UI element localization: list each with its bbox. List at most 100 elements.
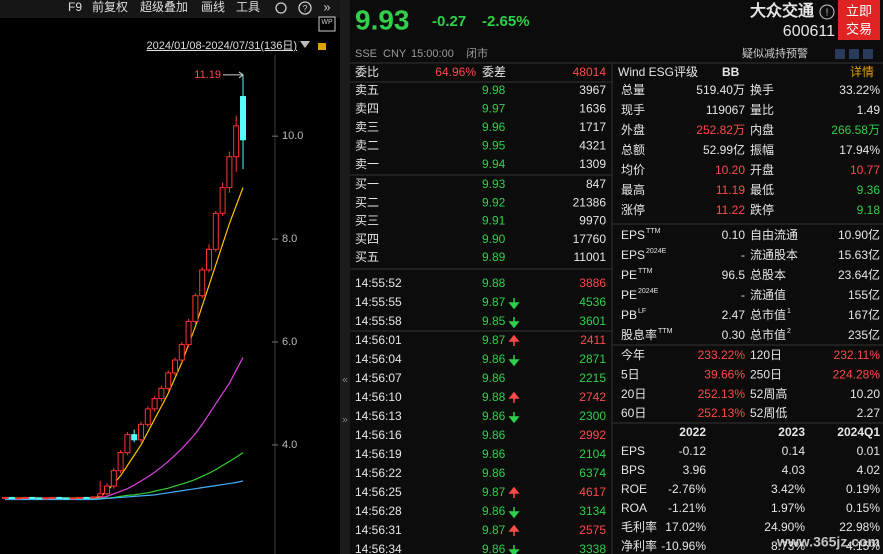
candle-body — [117, 452, 124, 472]
trade-time: 14:56:19 — [355, 447, 402, 461]
trade-price: 9.86 — [482, 352, 506, 366]
fin-value: 0.01 — [857, 444, 881, 458]
trade-volume: 2871 — [579, 352, 606, 366]
book-label: 卖四 — [355, 102, 379, 116]
book-volume: 1717 — [579, 120, 606, 134]
fin-value: 0.15% — [846, 501, 880, 515]
stat-label: 跌停 — [750, 202, 774, 217]
wp-icon-glyph: WP — [321, 19, 333, 26]
book-label: 买四 — [355, 232, 379, 246]
stat-value: 235亿 — [848, 327, 880, 342]
stat-value: 10.20 — [715, 163, 745, 177]
expand-icon[interactable]: » — [342, 415, 348, 426]
dropdown-icon[interactable] — [300, 41, 310, 48]
trade-price: 9.86 — [482, 466, 506, 480]
trade-arrow — [508, 524, 520, 536]
trade-time: 14:56:22 — [355, 466, 402, 480]
splitter[interactable] — [340, 0, 350, 554]
trade-price: 9.87 — [482, 485, 506, 499]
y-tick-label: 8.0 — [282, 233, 297, 245]
settings-icon[interactable] — [275, 2, 287, 14]
stat-label: 量比 — [750, 103, 774, 117]
trade-price: 9.87 — [482, 523, 506, 537]
moving-average — [5, 480, 244, 501]
trade-volume: 2215 — [579, 371, 606, 385]
stat-label: 均价 — [621, 163, 645, 177]
fin-value: -0.12 — [679, 444, 707, 458]
wp-icon[interactable] — [318, 16, 336, 32]
book-label: 买三 — [355, 214, 379, 228]
stat-label: 最高 — [621, 182, 645, 197]
fin-value: -1.21% — [668, 501, 706, 515]
fin-column: 2023 — [778, 425, 805, 439]
fin-value: 0.19% — [846, 482, 880, 496]
trade-arrow — [508, 298, 520, 310]
trade-price: 9.87 — [482, 333, 506, 347]
toolbar-item[interactable]: 工具 — [236, 0, 260, 14]
fin-label: 净利率 — [621, 538, 657, 553]
book-volume: 4321 — [579, 139, 606, 153]
stat-label: 总量 — [621, 83, 645, 97]
trade-volume: 2742 — [579, 390, 606, 404]
book-price: 9.94 — [482, 157, 506, 171]
trade-time: 14:56:16 — [355, 428, 402, 442]
high-marker-arrow — [238, 71, 244, 79]
more-icon[interactable]: » — [323, 0, 330, 14]
toolbar-item[interactable]: 画线 — [201, 0, 225, 14]
toolbar-item[interactable]: 超级叠加 — [140, 0, 188, 14]
book-price: 9.97 — [482, 102, 506, 116]
collapse-icon[interactable]: « — [342, 375, 348, 386]
trade-time: 14:56:01 — [355, 333, 402, 347]
stat-label: 250日 — [750, 367, 782, 381]
alert[interactable]: 疑似减持预警 — [742, 46, 808, 60]
stat-value: 10.20 — [850, 387, 880, 401]
edit-icon[interactable] — [835, 49, 845, 59]
trade-volume: 3134 — [579, 504, 606, 518]
fin-value: -10.96% — [661, 539, 706, 553]
fin-value: 22.98% — [839, 520, 880, 534]
edit-icon[interactable] — [849, 49, 859, 59]
toolbar-item[interactable]: F9 — [68, 0, 82, 14]
stat-label-sup: LF — [638, 308, 646, 315]
trade-volume: 2992 — [579, 428, 606, 442]
book-price: 9.98 — [482, 83, 506, 97]
candle-body — [185, 320, 192, 346]
date-range[interactable]: 2024/01/08-2024/07/31(136日) — [147, 40, 297, 52]
candle-body — [56, 496, 63, 499]
stat-value: 15.63亿 — [838, 247, 880, 262]
market-info: SSE — [355, 48, 377, 60]
book-price: 9.95 — [482, 139, 506, 153]
help-icon[interactable] — [298, 1, 312, 15]
trade-button-label[interactable]: 交易 — [846, 21, 872, 36]
fin-value: 3.96 — [683, 463, 707, 477]
trade-button-label[interactable]: 立即 — [846, 3, 872, 18]
stock-name: 大众交通 — [750, 1, 814, 20]
lock-icon[interactable] — [318, 43, 326, 50]
candle-body — [70, 497, 76, 500]
trade-time: 14:55:55 — [355, 295, 402, 309]
trade-volume: 3601 — [579, 314, 606, 328]
candle-body — [2, 496, 8, 499]
candle-body — [226, 156, 233, 189]
fin-value: -2.76% — [668, 482, 706, 496]
book-volume: 11001 — [574, 250, 607, 264]
trade-price: 9.86 — [482, 428, 506, 442]
y-tick-label: 10.0 — [282, 130, 303, 142]
price: 9.93 — [355, 4, 410, 35]
candle-body — [29, 496, 36, 499]
candle-body — [233, 125, 240, 158]
market-info: 15:00:00 — [411, 48, 454, 60]
stat-label: EPS — [621, 228, 645, 242]
candle-body — [131, 434, 138, 441]
candle-body — [110, 470, 117, 487]
trade-button[interactable] — [838, 0, 880, 40]
esg-link[interactable]: 详情 — [850, 64, 874, 79]
stat-label: 开盘 — [750, 162, 774, 177]
stat-value: 10.90亿 — [838, 227, 880, 242]
edit-icon[interactable] — [863, 49, 873, 59]
stat-value: 0.30 — [722, 328, 746, 342]
toolbar-item[interactable]: 前复权 — [92, 0, 128, 14]
trade-time: 14:56:31 — [355, 523, 402, 537]
info-icon[interactable] — [819, 4, 835, 20]
